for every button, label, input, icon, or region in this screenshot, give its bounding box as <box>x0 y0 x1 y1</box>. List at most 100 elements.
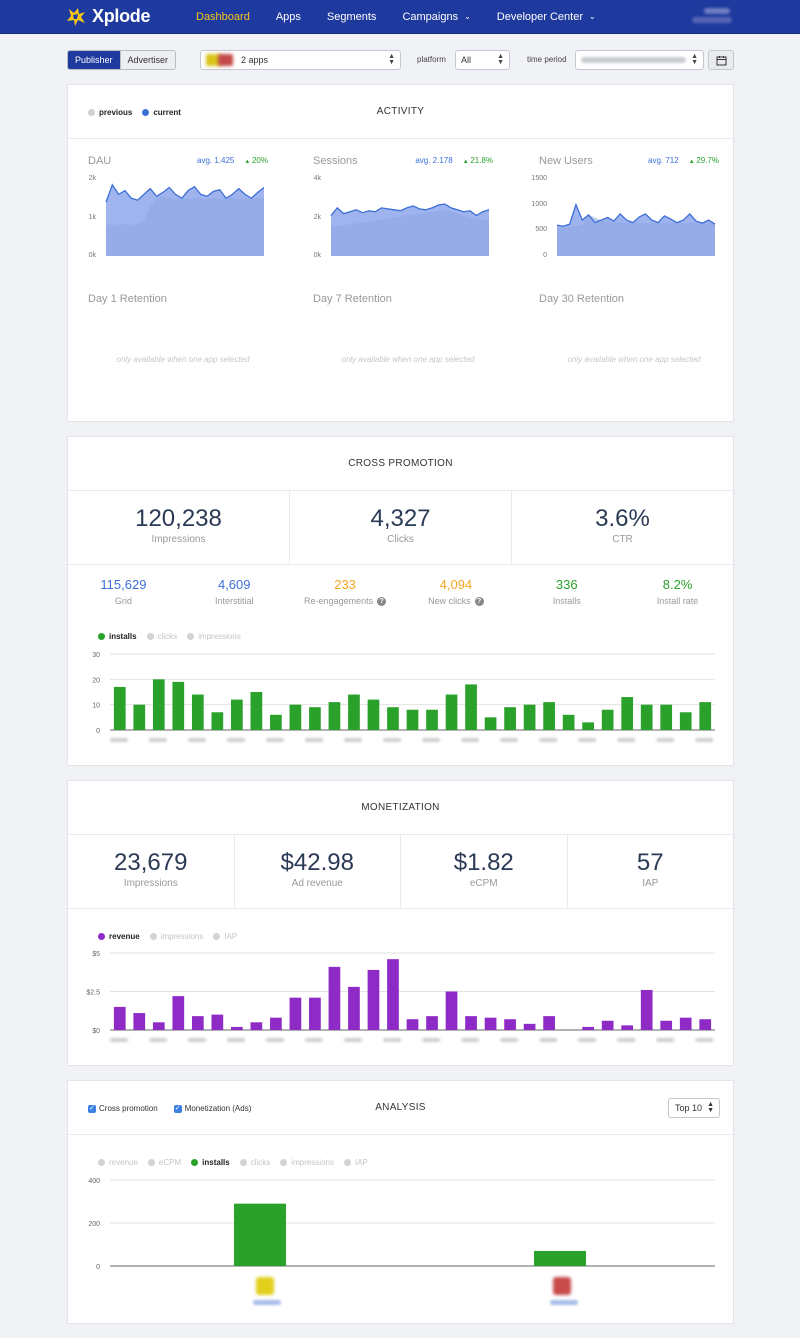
bar[interactable] <box>679 1017 692 1030</box>
bar[interactable] <box>484 717 497 730</box>
platform-select[interactable]: All ▲ ▼ <box>455 50 510 70</box>
apps-select[interactable]: 2 apps ▲ ▼ <box>200 50 401 70</box>
bar[interactable] <box>191 1016 204 1030</box>
bar[interactable] <box>191 694 204 730</box>
bar[interactable] <box>465 684 477 730</box>
nav-item-apps[interactable]: Apps <box>276 11 301 23</box>
legend-revenue[interactable]: revenue <box>98 1158 138 1167</box>
bar[interactable] <box>582 722 594 730</box>
bar[interactable] <box>699 702 712 730</box>
bar[interactable] <box>523 1023 536 1030</box>
legend-impressions[interactable]: impressions <box>149 932 203 941</box>
bar[interactable] <box>445 694 458 730</box>
metric-avg: avg. 2.178 ▲ 21.8% <box>415 156 493 165</box>
bar[interactable] <box>406 709 419 730</box>
bar[interactable] <box>113 1006 126 1030</box>
bar[interactable] <box>426 709 438 730</box>
legend-impressions[interactable]: impressions <box>280 1158 334 1167</box>
legend-installs[interactable]: installs <box>191 1158 230 1167</box>
user-menu[interactable] <box>684 7 734 27</box>
nav-item-developer-center[interactable]: Developer Center ⌄ <box>497 11 596 23</box>
bar[interactable] <box>660 1020 673 1030</box>
bar[interactable] <box>601 1020 614 1030</box>
bar[interactable] <box>621 697 634 730</box>
bar[interactable] <box>348 986 360 1030</box>
bar[interactable] <box>328 702 341 730</box>
bar[interactable] <box>562 714 575 730</box>
bar[interactable] <box>445 991 458 1031</box>
legend-installs[interactable]: installs <box>98 632 137 641</box>
legend-ecpm[interactable]: eCPM <box>147 1158 181 1167</box>
bar[interactable] <box>504 707 516 730</box>
calendar-button[interactable] <box>708 50 734 70</box>
bar[interactable] <box>309 997 321 1030</box>
checkbox-monetization-ads-[interactable]: ✓ Monetization (Ads) <box>173 1104 251 1113</box>
bar[interactable] <box>484 1017 497 1030</box>
bar[interactable] <box>133 704 146 730</box>
bar[interactable] <box>601 709 614 730</box>
bar[interactable] <box>250 1022 263 1030</box>
help-icon[interactable]: ? <box>377 596 387 606</box>
legend-impressions[interactable]: impressions <box>187 632 241 641</box>
bar[interactable] <box>699 1019 712 1030</box>
bar[interactable] <box>270 1017 282 1030</box>
bar[interactable] <box>387 707 399 730</box>
analysis-app-2-label[interactable] <box>550 1277 578 1305</box>
bar[interactable] <box>270 714 282 730</box>
bar[interactable] <box>113 686 126 730</box>
bar[interactable] <box>621 1025 634 1030</box>
top-n-select[interactable]: Top 10 ▲ ▼ <box>668 1098 720 1118</box>
bar[interactable] <box>387 959 399 1030</box>
time-period-select[interactable]: ▲ ▼ <box>575 50 704 70</box>
bar[interactable] <box>133 1013 146 1030</box>
legend-iap[interactable]: IAP <box>213 932 237 941</box>
bar[interactable] <box>543 1016 555 1030</box>
bar[interactable] <box>234 1203 286 1266</box>
bar[interactable] <box>289 704 302 730</box>
bar[interactable] <box>534 1250 586 1266</box>
bar[interactable] <box>367 969 380 1030</box>
legend-current[interactable]: current <box>142 108 181 117</box>
bar[interactable] <box>289 997 302 1030</box>
checkbox-cross-promotion[interactable]: ✓ Cross promotion <box>88 1104 158 1113</box>
bar[interactable] <box>231 1026 243 1030</box>
bar[interactable] <box>465 1016 477 1030</box>
bar[interactable] <box>679 712 692 730</box>
bar[interactable] <box>348 694 360 730</box>
bar[interactable] <box>172 681 185 730</box>
bar[interactable] <box>660 704 673 730</box>
bar[interactable] <box>523 704 536 730</box>
nav-item-segments[interactable]: Segments <box>327 11 377 23</box>
analysis-app-1-label[interactable] <box>253 1277 281 1305</box>
bar[interactable] <box>640 704 653 730</box>
help-icon[interactable]: ? <box>474 596 484 606</box>
bar[interactable] <box>328 966 341 1030</box>
legend-dot <box>149 933 157 940</box>
bar[interactable] <box>309 707 321 730</box>
nav-item-campaigns[interactable]: Campaigns ⌄ <box>402 11 470 23</box>
bar[interactable] <box>367 699 380 730</box>
bar[interactable] <box>582 1026 594 1030</box>
bar[interactable] <box>211 712 224 730</box>
publisher-button[interactable]: Publisher <box>68 51 120 69</box>
bar[interactable] <box>172 996 185 1030</box>
bar[interactable] <box>152 1022 165 1030</box>
legend-revenue[interactable]: revenue <box>98 932 140 941</box>
bar[interactable] <box>211 1014 224 1030</box>
bar[interactable] <box>231 699 243 730</box>
legend-clicks[interactable]: clicks <box>239 1158 270 1167</box>
bar[interactable] <box>406 1019 419 1030</box>
bar[interactable] <box>426 1016 438 1030</box>
legend-dot <box>98 633 105 640</box>
bar[interactable] <box>640 989 653 1030</box>
nav-item-dashboard[interactable]: Dashboard <box>196 11 250 23</box>
bar[interactable] <box>152 679 165 730</box>
legend-previous[interactable]: previous <box>88 108 132 117</box>
legend-clicks[interactable]: clicks <box>146 632 177 641</box>
legend-iap[interactable]: IAP <box>343 1158 368 1167</box>
bar[interactable] <box>250 692 263 730</box>
bar[interactable] <box>504 1019 516 1030</box>
brand[interactable]: Xplode <box>66 6 196 27</box>
bar[interactable] <box>543 702 555 730</box>
advertiser-button[interactable]: Advertiser <box>119 51 176 69</box>
